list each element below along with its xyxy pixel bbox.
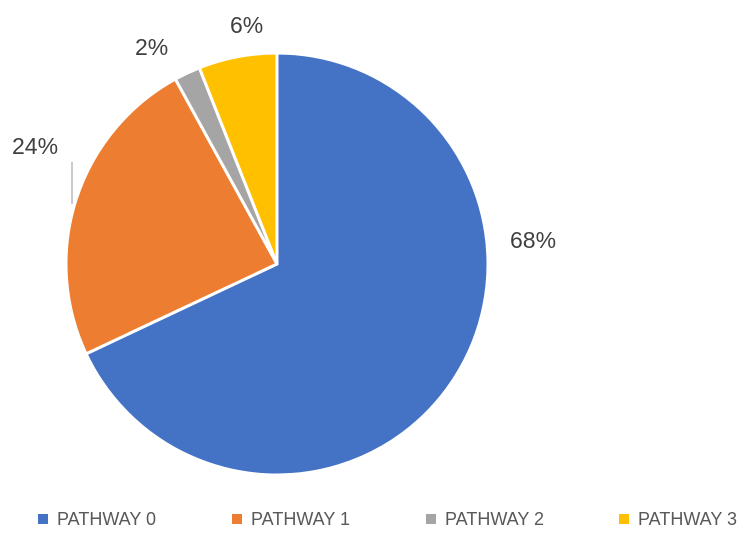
legend-swatch-pathway-3 [619, 514, 629, 524]
data-label-pathway-3: 6% [230, 12, 263, 38]
legend-entry-pathway-3: PATHWAY 3 [619, 506, 737, 532]
pie-plot-area: 68% 24% 2% 6% [12, 12, 556, 477]
pie-slice-pathway-0 [84, 51, 490, 477]
legend-label-pathway-2: PATHWAY 2 [445, 508, 545, 529]
legend-swatch-pathway-1 [232, 514, 242, 524]
legend-entry-pathway-0: PATHWAY 0 [38, 506, 156, 532]
legend-label-pathway-3: PATHWAY 3 [638, 508, 738, 529]
legend-entry-pathway-2: PATHWAY 2 [426, 506, 544, 532]
legend-entry-pathway-1: PATHWAY 1 [232, 506, 350, 532]
pie-slices [64, 51, 490, 477]
data-label-pathway-1: 24% [12, 133, 58, 159]
pie-slice-pathway-3 [197, 51, 279, 266]
legend-swatch-pathway-0 [38, 514, 48, 524]
pie-slice-pathway-1 [64, 77, 279, 356]
data-labels: 68% 24% 2% 6% [12, 12, 556, 253]
legend: PATHWAY 0 PATHWAY 1 PATHWAY 2 PATHWAY 3 [0, 506, 753, 532]
legend-label-pathway-0: PATHWAY 0 [57, 508, 157, 529]
data-label-pathway-2: 2% [135, 34, 168, 60]
data-label-pathway-0: 68% [510, 227, 556, 253]
legend-label-pathway-1: PATHWAY 1 [251, 508, 351, 529]
legend-swatch-pathway-2 [426, 514, 436, 524]
